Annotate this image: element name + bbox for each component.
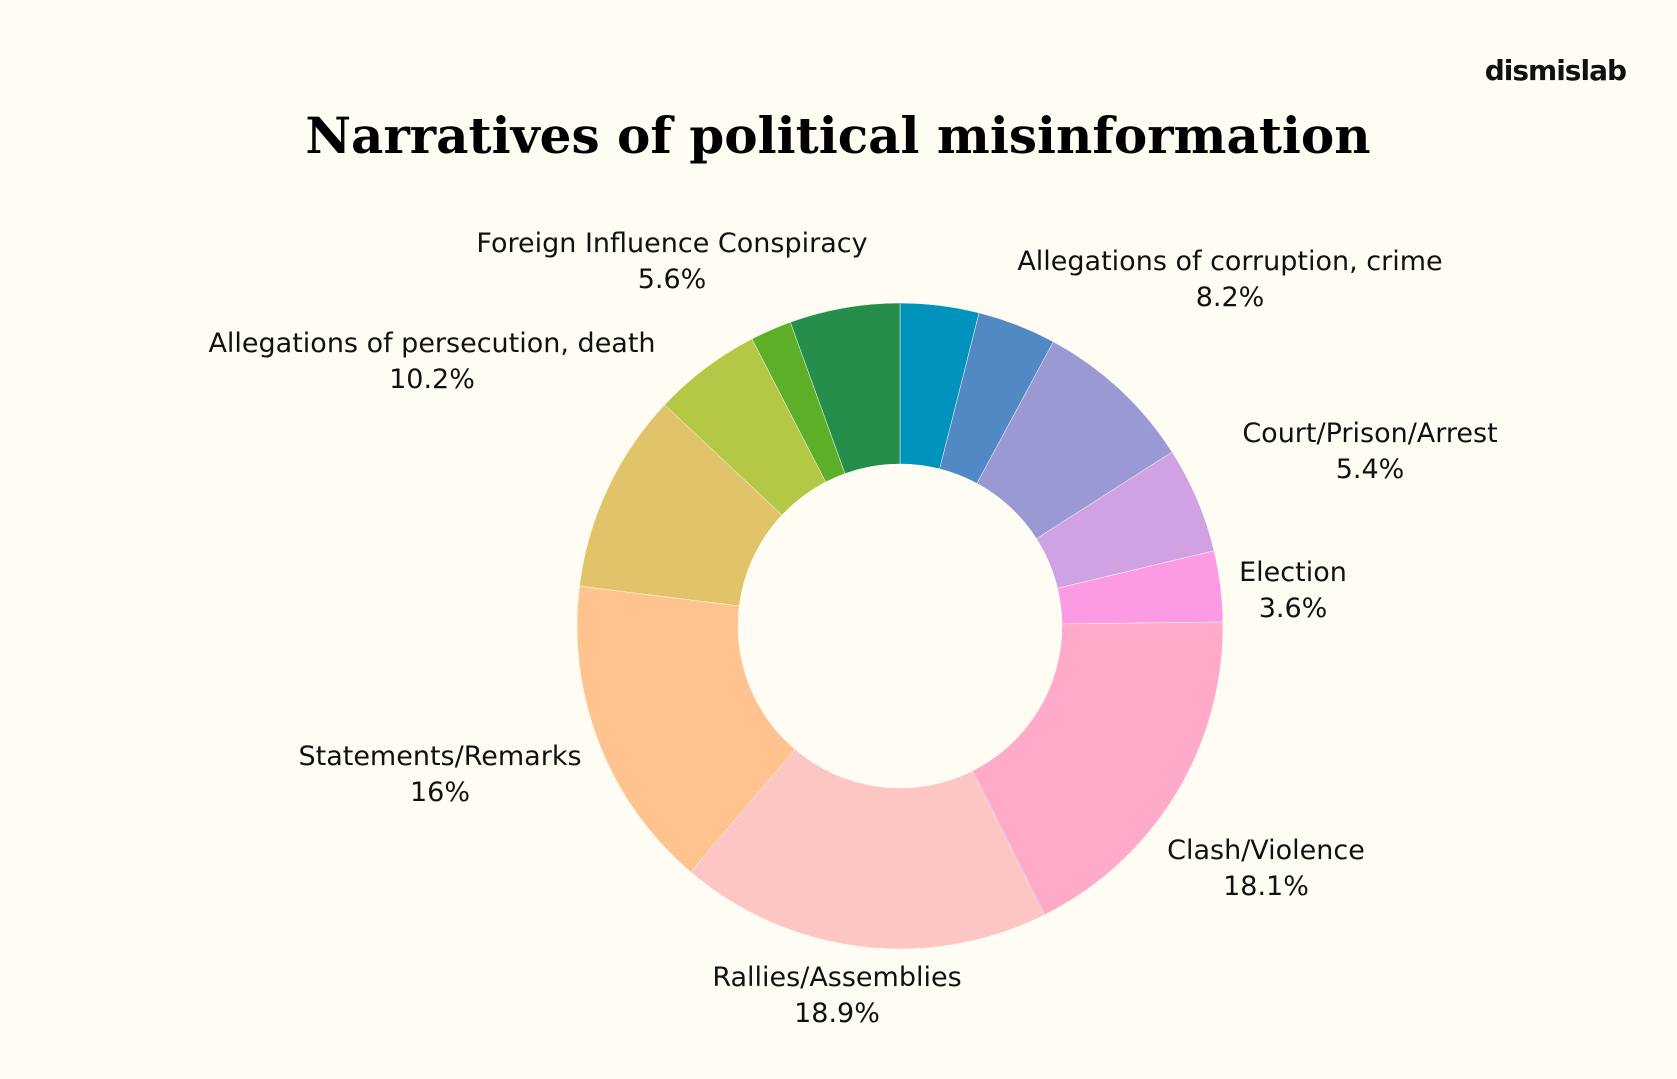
- slice-value-4: 3.6%: [1259, 593, 1328, 624]
- chart-title: Narratives of political misinformation: [305, 106, 1370, 165]
- label-group: Allegations of corruption, crime 8.2% Cour…: [208, 228, 1497, 1029]
- slice-label-6: Rallies/Assemblies: [712, 962, 961, 993]
- slice-label-4: Election: [1239, 557, 1347, 588]
- slice-label-11: Foreign Influence Conspiracy: [476, 228, 867, 259]
- slice-value-6: 18.9%: [794, 998, 880, 1029]
- slice-value-7: 16%: [410, 777, 470, 808]
- brand-logo: dismislab: [1485, 54, 1626, 87]
- slice-value-5: 18.1%: [1223, 871, 1309, 902]
- slice-label-8: Allegations of persecution, death: [208, 328, 655, 359]
- slice-6: [690, 749, 1045, 950]
- slice-label-7: Statements/Remarks: [298, 741, 581, 772]
- slice-value-11: 5.6%: [638, 264, 707, 295]
- slice-7: [576, 585, 796, 873]
- slice-value-8: 10.2%: [389, 364, 475, 395]
- slice-label-3: Court/Prison/Arrest: [1242, 418, 1497, 449]
- slice-label-2: Allegations of corruption, crime: [1017, 246, 1442, 277]
- slice-5: [972, 621, 1224, 916]
- slice-value-3: 5.4%: [1336, 454, 1405, 485]
- slice-group: [576, 302, 1224, 950]
- slice-11: [790, 302, 901, 474]
- slice-value-2: 8.2%: [1196, 282, 1265, 313]
- slice-label-5: Clash/Violence: [1167, 835, 1365, 866]
